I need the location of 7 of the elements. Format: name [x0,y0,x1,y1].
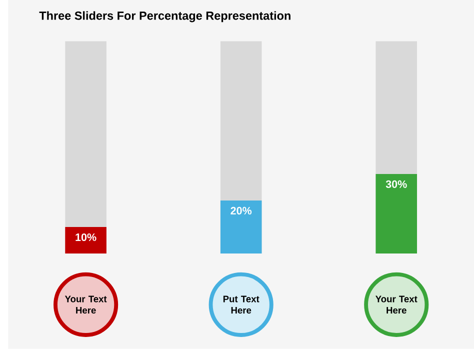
data-label: 20% [230,206,252,215]
data-label: 30% [386,180,407,188]
chart-title: Three Sliders For Percentage Representation [39,11,290,22]
x-tick-label: Put Text Here [223,296,260,314]
x-tick-label: Your Text Here [64,296,107,314]
x-tick-label: Your Text Here [376,296,418,314]
data-label: 10% [76,233,96,242]
